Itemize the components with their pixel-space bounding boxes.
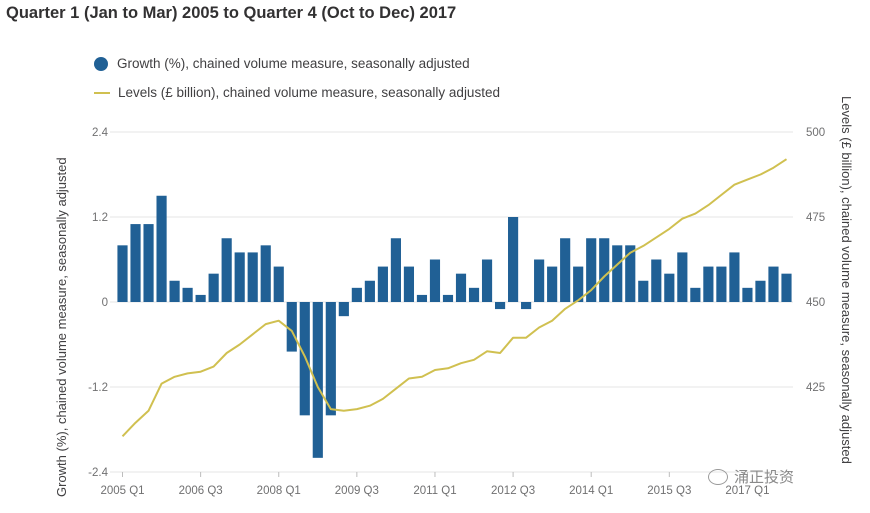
growth-bar[interactable] [221, 238, 232, 302]
right-axis-ticks: 500 475 450 425 [806, 127, 825, 394]
growth-bar[interactable] [742, 287, 753, 302]
left-tick-label: 2.4 [92, 127, 109, 139]
growth-bar[interactable] [638, 280, 649, 302]
growth-bar[interactable] [429, 259, 441, 303]
growth-bar[interactable] [442, 294, 454, 302]
left-tick-label: -1.2 [88, 382, 108, 394]
legend-swatch-line [94, 91, 110, 94]
growth-bar[interactable] [481, 259, 493, 303]
legend-swatch-bar [94, 56, 108, 71]
x-tick-label: 2014 Q1 [569, 485, 613, 497]
growth-bar[interactable] [586, 238, 597, 302]
growth-bar[interactable] [599, 238, 610, 302]
growth-bar[interactable] [664, 273, 675, 302]
legend-item-growth[interactable]: Growth (%), chained volume measure, seas… [94, 56, 470, 71]
growth-bar[interactable] [651, 259, 662, 303]
left-axis-title: Growth (%), chained volume measure, seas… [54, 157, 69, 497]
growth-bar[interactable] [768, 266, 779, 302]
growth-bar[interactable] [612, 245, 623, 302]
growth-bar[interactable] [403, 266, 415, 302]
right-tick-label: 500 [806, 127, 825, 139]
right-tick-label: 475 [806, 212, 825, 224]
x-tick-label: 2017 Q1 [725, 485, 769, 497]
levels-series-line[interactable] [121, 158, 788, 437]
x-tick-label: 2009 Q3 [335, 485, 379, 497]
growth-bar[interactable] [573, 266, 584, 302]
x-tick-label: 2005 Q1 [100, 485, 144, 497]
growth-bar[interactable] [182, 287, 193, 302]
growth-bar[interactable] [143, 224, 154, 302]
growth-bar[interactable] [534, 259, 545, 303]
left-tick-label: -2.4 [88, 467, 108, 479]
growth-bar[interactable] [130, 224, 141, 302]
legend-label-growth: Growth (%), chained volume measure, seas… [117, 56, 470, 71]
growth-bar[interactable] [351, 287, 362, 302]
watermark-text: 涌正投资 [734, 469, 795, 486]
growth-bar[interactable] [625, 245, 636, 302]
growth-bar[interactable] [338, 302, 349, 317]
growth-bar[interactable] [729, 252, 740, 302]
growth-bar[interactable] [494, 302, 506, 310]
growth-bar[interactable] [156, 195, 167, 302]
growth-bar[interactable] [260, 245, 271, 302]
growth-bar[interactable] [755, 280, 766, 302]
growth-bar[interactable] [468, 287, 480, 302]
growth-bar[interactable] [716, 266, 727, 302]
growth-bar[interactable] [312, 302, 323, 458]
left-axis-ticks: 2.4 1.2 0 -1.2 -2.4 [88, 127, 108, 479]
growth-bar[interactable] [286, 302, 297, 352]
x-tick-label: 2015 Q3 [647, 485, 691, 497]
x-tick-label: 2012 Q3 [491, 485, 535, 497]
right-tick-label: 425 [806, 382, 825, 394]
wechat-icon [708, 468, 728, 485]
growth-bar[interactable] [560, 238, 571, 302]
growth-bar[interactable] [247, 252, 258, 302]
growth-bar[interactable] [508, 217, 519, 302]
right-axis-title: Levels (£ billion), chained volume measu… [839, 96, 854, 464]
chart-title: Quarter 1 (Jan to Mar) 2005 to Quarter 4… [6, 4, 457, 22]
growth-bar[interactable] [117, 245, 128, 302]
growth-bar[interactable] [364, 280, 375, 302]
growth-bars [117, 195, 792, 458]
growth-bar[interactable] [703, 266, 714, 302]
x-axis-ticks: 2005 Q1 2006 Q3 2008 Q1 2009 Q3 2011 Q1 2012 … [100, 472, 769, 497]
growth-bar[interactable] [781, 273, 792, 302]
levels-line [121, 158, 788, 437]
watermark: 涌正投资 [708, 466, 794, 487]
growth-bar[interactable] [273, 266, 284, 302]
x-tick-label: 2011 Q1 [413, 485, 456, 497]
legend-item-levels[interactable]: Levels (£ billion), chained volume measu… [94, 85, 500, 100]
growth-bar[interactable] [195, 294, 206, 302]
growth-bar[interactable] [521, 302, 532, 310]
growth-bar[interactable] [690, 287, 701, 302]
x-tick-label: 2006 Q3 [179, 485, 223, 497]
growth-bar[interactable] [455, 273, 467, 302]
right-tick-label: 450 [806, 297, 825, 309]
growth-bar[interactable] [234, 252, 245, 302]
growth-bar[interactable] [390, 238, 401, 302]
growth-bar[interactable] [169, 280, 180, 302]
legend-label-levels: Levels (£ billion), chained volume measu… [118, 85, 500, 100]
growth-bar[interactable] [677, 252, 688, 302]
left-tick-label: 0 [102, 297, 108, 309]
x-tick-label: 2008 Q1 [257, 485, 301, 497]
growth-bar[interactable] [547, 266, 558, 302]
growth-bar[interactable] [416, 294, 428, 302]
growth-bar[interactable] [208, 273, 219, 302]
left-tick-label: 1.2 [92, 212, 108, 224]
growth-bar[interactable] [325, 302, 336, 416]
growth-bar[interactable] [377, 266, 388, 302]
